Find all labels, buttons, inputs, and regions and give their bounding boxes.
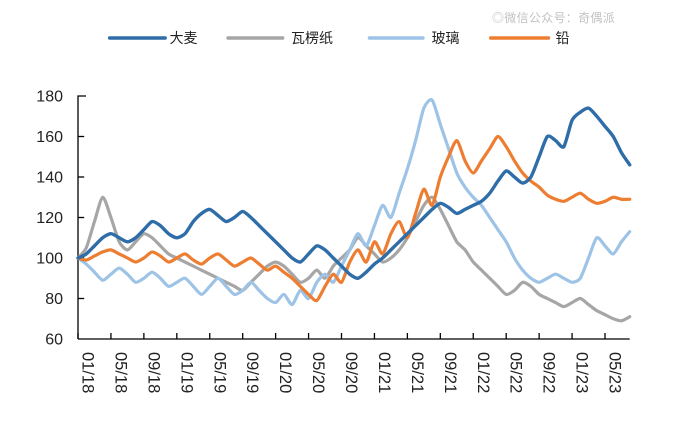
svg-text:160: 160 [36, 129, 63, 146]
svg-text:05/18: 05/18 [111, 352, 129, 393]
svg-text:80: 80 [45, 291, 63, 308]
svg-text:玻璃: 玻璃 [432, 30, 460, 46]
svg-text:01/21: 01/21 [375, 352, 393, 393]
svg-text:140: 140 [36, 170, 63, 187]
svg-text:60: 60 [45, 332, 63, 349]
svg-text:铅: 铅 [556, 30, 570, 46]
svg-text:09/19: 09/19 [243, 352, 261, 393]
svg-text:09/20: 09/20 [342, 352, 360, 393]
svg-text:01/20: 01/20 [276, 352, 294, 393]
svg-text:◎微信公众号：奇偶派: ◎微信公众号：奇偶派 [492, 11, 615, 25]
svg-text:09/18: 09/18 [144, 352, 162, 393]
svg-text:120: 120 [36, 210, 63, 227]
svg-text:05/22: 05/22 [507, 352, 525, 393]
svg-text:大麦: 大麦 [170, 30, 198, 46]
svg-text:01/18: 01/18 [79, 352, 97, 393]
svg-text:01/19: 01/19 [177, 352, 195, 393]
svg-text:05/23: 05/23 [606, 352, 624, 393]
svg-text:180: 180 [36, 89, 63, 106]
svg-text:05/21: 05/21 [408, 352, 426, 393]
svg-text:01/23: 01/23 [573, 352, 591, 393]
svg-text:09/21: 09/21 [441, 352, 459, 393]
svg-text:09/22: 09/22 [540, 352, 558, 393]
svg-text:100: 100 [36, 251, 63, 268]
svg-text:01/22: 01/22 [474, 352, 492, 393]
svg-text:瓦楞纸: 瓦楞纸 [291, 30, 333, 46]
svg-text:05/19: 05/19 [210, 352, 228, 393]
svg-text:05/20: 05/20 [309, 352, 327, 393]
